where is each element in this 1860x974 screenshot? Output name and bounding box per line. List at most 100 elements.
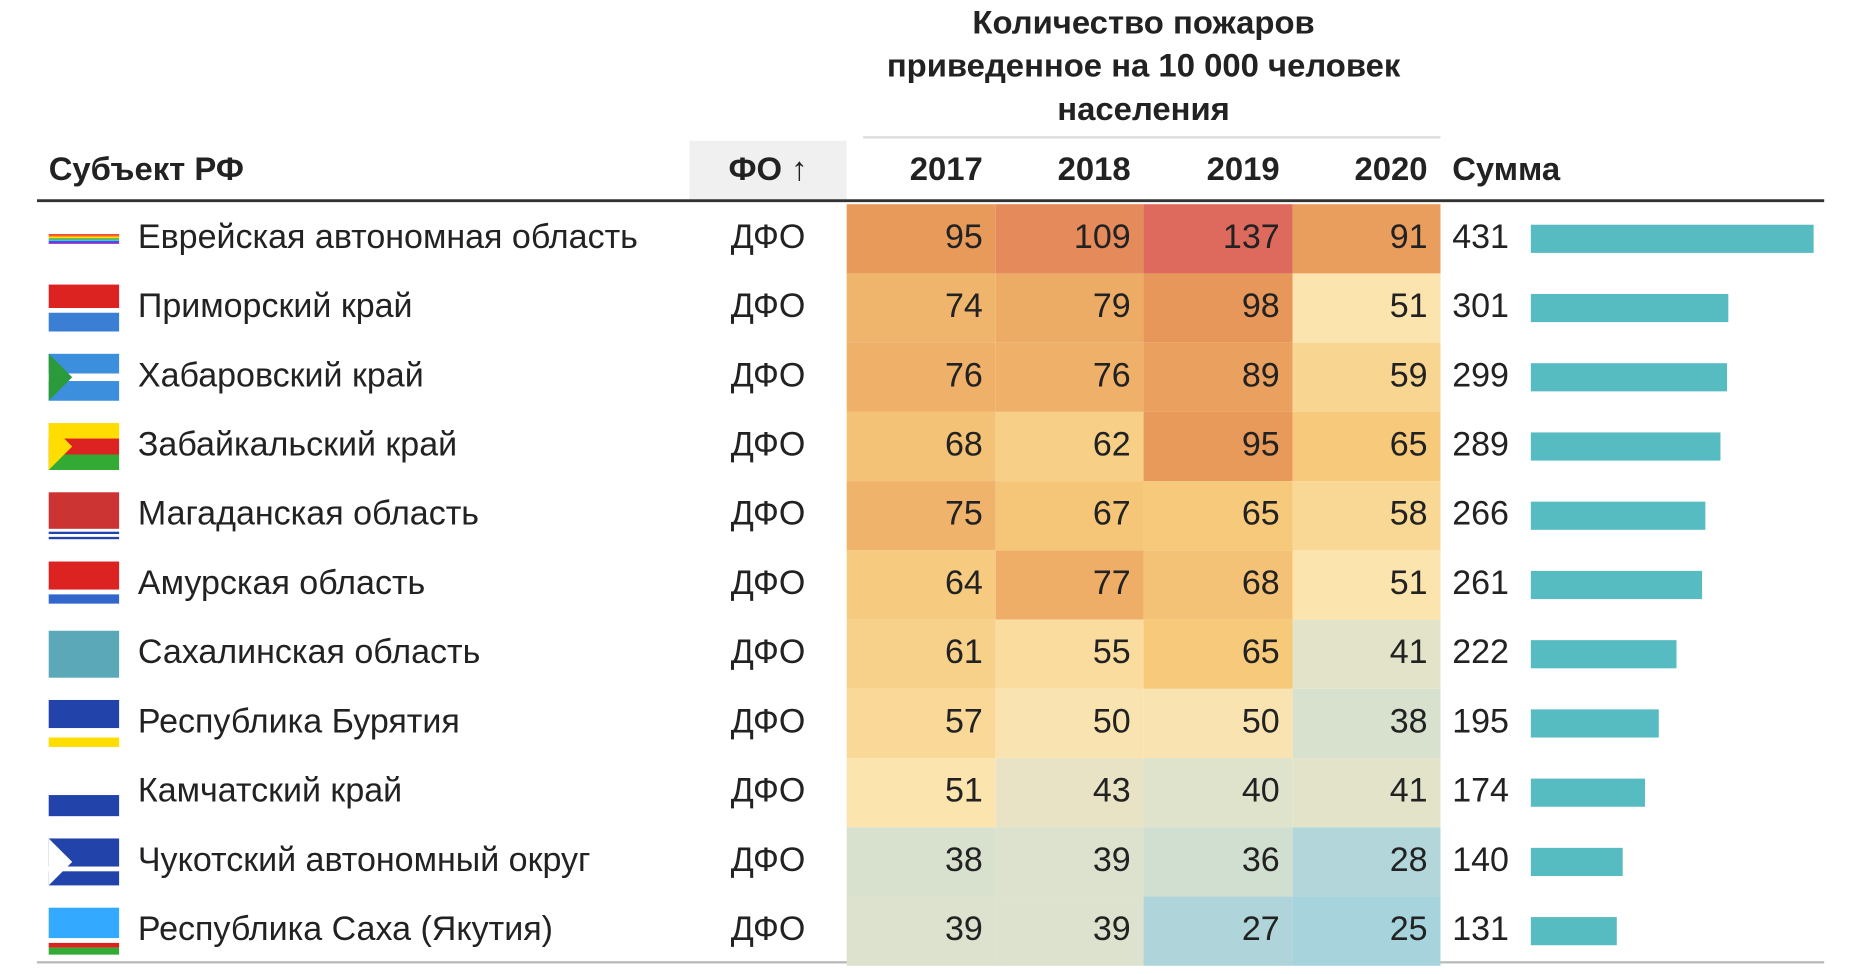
sum-value: 301: [1452, 287, 1509, 325]
heat-value: 65: [1390, 425, 1428, 463]
heat-cell: [846, 827, 996, 897]
heat-value: 76: [1093, 356, 1131, 394]
heat-cell: [995, 827, 1144, 897]
heat-value: 91: [1390, 218, 1428, 256]
flag-stripe: [48, 284, 120, 309]
column-header: 2017: [910, 150, 983, 187]
heat-cell: [1292, 688, 1441, 759]
heat-value: 68: [945, 425, 983, 463]
flag-stripe: [48, 737, 120, 747]
region-name: Приморский край: [138, 287, 413, 325]
flag-stripe: [48, 795, 120, 817]
heat-cell: [995, 273, 1144, 343]
heat-cell: [846, 481, 996, 551]
flag-stripe: [48, 531, 120, 535]
heat-cell: [1143, 273, 1293, 343]
flag-stripe: [48, 236, 120, 239]
heat-cell: [995, 481, 1144, 551]
heat-value: 61: [945, 633, 983, 671]
flag-triangle: [48, 353, 73, 401]
flag-stripe: [48, 308, 120, 313]
heat-cell: [846, 204, 996, 274]
district: ДФО: [731, 633, 806, 671]
flag-stripe: [48, 947, 120, 955]
heat-value: 50: [1242, 702, 1280, 740]
flag-stripe: [48, 630, 120, 678]
flag-stripe: [48, 215, 120, 235]
district: ДФО: [731, 495, 806, 533]
sum-value: 174: [1452, 772, 1509, 810]
heat-cell: [995, 204, 1144, 274]
heat-cell: [1292, 896, 1441, 966]
heat-cell: [995, 411, 1144, 482]
heat-value: 40: [1242, 772, 1280, 810]
heat-value: 25: [1390, 910, 1428, 948]
heat-cell: [846, 342, 996, 412]
flag-stripe: [48, 454, 120, 470]
sum-bar: [1530, 917, 1617, 946]
sum-value: 195: [1452, 702, 1509, 740]
sum-bar: [1530, 847, 1623, 877]
flag-stripe: [48, 938, 120, 943]
heat-cell: [995, 688, 1144, 759]
flag-stripe: [48, 234, 120, 236]
flag-stripe: [48, 769, 120, 796]
district: ДФО: [731, 910, 806, 948]
heat-value: 95: [1242, 425, 1280, 463]
heat-value: 41: [1390, 772, 1428, 810]
heat-value: 137: [1223, 218, 1280, 256]
heat-value: 58: [1390, 495, 1428, 533]
heat-cell: [1292, 342, 1441, 412]
sorted-header-bg: [689, 140, 847, 200]
heat-value: 62: [1093, 425, 1131, 463]
heat-value: 89: [1242, 356, 1280, 394]
heat-value: 41: [1390, 633, 1428, 671]
heat-value: 76: [945, 356, 983, 394]
sum-value: 131: [1452, 910, 1509, 948]
heat-value: 43: [1093, 772, 1131, 810]
flag-stripe: [48, 871, 120, 886]
heat-cell: [1292, 204, 1441, 274]
heat-cell: [1143, 619, 1293, 689]
flag-triangle: [48, 838, 73, 886]
heat-cell: [995, 758, 1144, 828]
column-header[interactable]: ФО ↑: [728, 150, 807, 187]
sum-bar: [1530, 293, 1729, 323]
column-header: 2018: [1058, 150, 1131, 187]
heat-value: 50: [1093, 702, 1131, 740]
heat-value: 109: [1074, 218, 1131, 256]
heat-value: 51: [945, 772, 983, 810]
heat-value: 98: [1242, 287, 1280, 325]
heat-value: 27: [1242, 910, 1280, 948]
heat-cell: [1292, 273, 1441, 343]
heat-value: 38: [945, 841, 983, 879]
sum-bar: [1530, 501, 1706, 530]
heat-cell: [1292, 550, 1441, 620]
heat-value: 57: [945, 702, 983, 740]
flag-stripe: [48, 907, 120, 939]
district: ДФО: [731, 287, 806, 325]
region-name: Забайкальский край: [138, 425, 457, 463]
heat-value: 68: [1242, 564, 1280, 602]
sum-bar: [1530, 224, 1814, 253]
district: ДФО: [731, 702, 806, 740]
heat-value: 65: [1242, 633, 1280, 671]
heat-value: 39: [1093, 841, 1131, 879]
flag-stripe: [48, 603, 120, 609]
heat-value: 39: [945, 910, 983, 948]
district: ДФО: [731, 425, 806, 463]
flag-stripe: [48, 353, 120, 374]
heat-value: 67: [1093, 495, 1131, 533]
heat-value: 51: [1390, 564, 1428, 602]
heat-cell: [846, 758, 996, 828]
sum-bar: [1530, 709, 1659, 738]
flag-stripe: [48, 235, 120, 237]
flag-stripe: [48, 589, 120, 595]
flag-triangle: [48, 423, 73, 470]
heat-value: 38: [1390, 702, 1428, 740]
district: ДФО: [731, 841, 806, 879]
sum-value: 299: [1452, 356, 1509, 394]
region-name: Еврейская автономная область: [138, 218, 638, 256]
heat-cell: [1143, 688, 1293, 759]
district: ДФО: [731, 356, 806, 394]
